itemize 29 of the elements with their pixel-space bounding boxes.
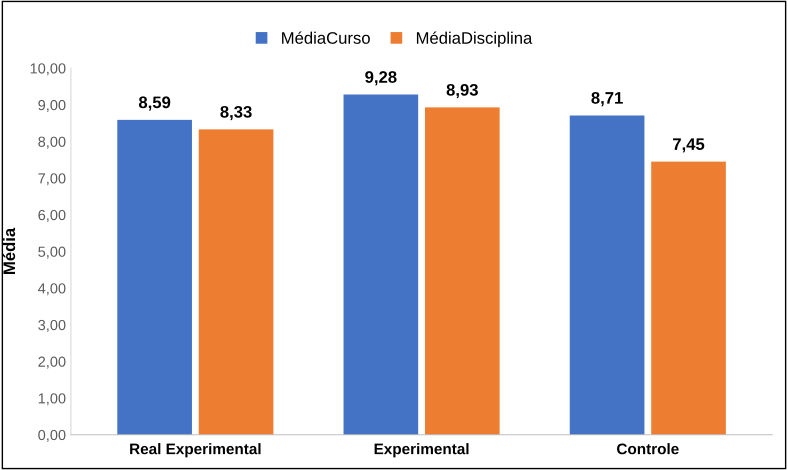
data-label: 8,59 (138, 96, 170, 111)
bar (117, 120, 192, 435)
y-tick-label: 1,00 (38, 393, 66, 406)
y-tick-label: 7,00 (38, 173, 66, 186)
bar (424, 107, 500, 435)
x-tick-label: Real Experimental (130, 443, 260, 458)
x-tick-label: Controle (617, 443, 679, 454)
y-tick-label: 6,00 (38, 210, 66, 222)
y-tick-label: 3,00 (38, 320, 66, 332)
bar (570, 115, 644, 435)
legend-label: MédiaCurso (282, 31, 370, 44)
y-tick-label: 0,00 (38, 430, 66, 442)
y-tick-label: 9,00 (38, 100, 66, 112)
y-tick-label: 2,00 (38, 356, 66, 369)
y-tick-label: 10,00 (30, 63, 66, 76)
data-label: 7,45 (673, 138, 704, 152)
bar (198, 129, 274, 435)
data-label: 8,33 (220, 106, 252, 120)
y-tick-label: 8,00 (38, 136, 66, 149)
bar (651, 162, 726, 435)
y-tick-label: 5,00 (38, 246, 66, 259)
legend-label: MédiaDisciplina (416, 31, 532, 48)
x-tick-label: Experimental (374, 443, 468, 458)
data-label: 9,28 (365, 71, 397, 86)
bar (344, 94, 418, 435)
data-label: 8,71 (591, 92, 623, 106)
data-label: 8,93 (446, 84, 478, 98)
y-axis-title: Média (2, 228, 16, 274)
y-tick-label: 4,00 (38, 283, 66, 296)
